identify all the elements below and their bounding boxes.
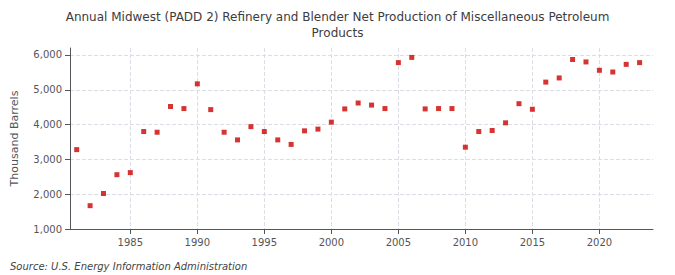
svg-text:Thousand Barrels: Thousand Barrels xyxy=(8,90,21,187)
svg-text:3,000: 3,000 xyxy=(33,154,62,165)
svg-text:2015: 2015 xyxy=(520,237,545,248)
svg-text:2010: 2010 xyxy=(453,237,478,248)
svg-text:Products: Products xyxy=(312,26,364,40)
svg-text:1,000: 1,000 xyxy=(33,224,62,235)
svg-text:2,000: 2,000 xyxy=(33,189,62,200)
svg-text:6,000: 6,000 xyxy=(33,49,62,60)
svg-text:5,000: 5,000 xyxy=(33,84,62,95)
svg-text:1990: 1990 xyxy=(185,237,210,248)
svg-text:Source: U.S. Energy Informatio: Source: U.S. Energy Information Administ… xyxy=(10,261,247,272)
svg-text:4,000: 4,000 xyxy=(33,119,62,130)
svg-text:1985: 1985 xyxy=(118,237,143,248)
svg-text:2000: 2000 xyxy=(319,237,344,248)
svg-text:2005: 2005 xyxy=(386,237,411,248)
svg-text:1995: 1995 xyxy=(252,237,277,248)
svg-text:Annual Midwest (PADD 2) Refine: Annual Midwest (PADD 2) Refinery and Ble… xyxy=(66,10,610,24)
svg-text:2020: 2020 xyxy=(587,237,612,248)
